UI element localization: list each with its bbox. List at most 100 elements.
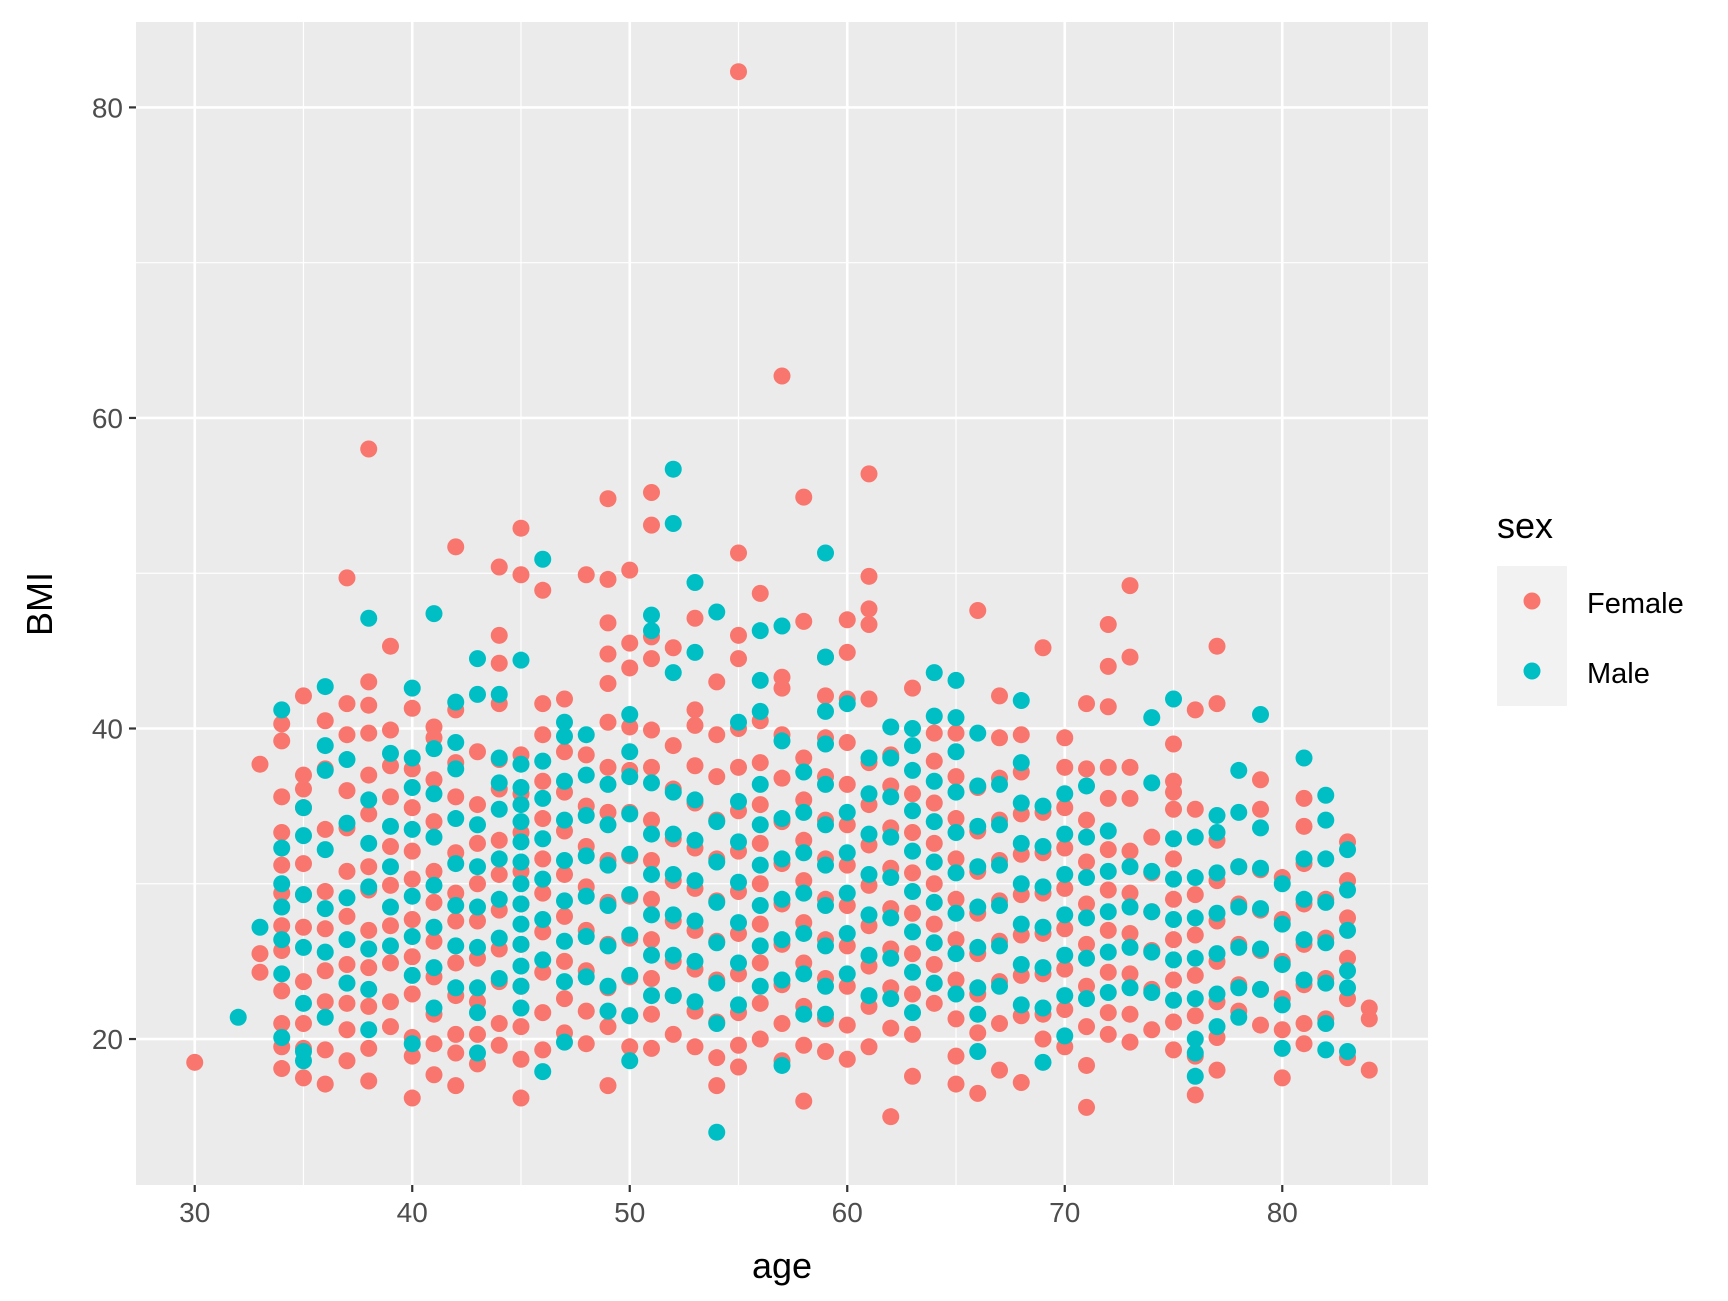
point-male (316, 841, 334, 859)
point-female (729, 544, 747, 562)
point-male (729, 954, 747, 972)
point-female (1252, 1016, 1270, 1034)
point-male (273, 875, 291, 893)
point-male (621, 1052, 639, 1070)
point-male (490, 969, 508, 987)
point-female (490, 1015, 508, 1033)
point-male (664, 946, 682, 964)
point-male (882, 749, 900, 767)
point-female (991, 1015, 1009, 1033)
point-female (447, 788, 465, 806)
point-female (1208, 695, 1226, 713)
point-female (360, 673, 378, 691)
point-male (1273, 915, 1291, 933)
point-male (1034, 878, 1052, 896)
x-tick-label: 50 (614, 1197, 645, 1228)
point-male (621, 926, 639, 944)
point-female (1056, 960, 1074, 978)
axes: 30 40 50 60 70 80 20 40 60 80 (92, 92, 1298, 1228)
point-female (1056, 729, 1074, 747)
point-female (642, 851, 660, 869)
point-male (860, 987, 878, 1005)
point-female (273, 1060, 291, 1078)
point-male (1208, 985, 1226, 1003)
y-axis-title: BMI (19, 572, 60, 636)
point-female (468, 834, 486, 852)
point-female (1143, 828, 1161, 846)
point-female (316, 712, 334, 730)
point-female (490, 558, 508, 576)
point-female (403, 985, 421, 1003)
point-female (599, 674, 617, 692)
point-male (316, 943, 334, 961)
x-tick-label: 60 (832, 1197, 863, 1228)
point-male (686, 831, 704, 849)
point-male (273, 898, 291, 916)
point-male (882, 788, 900, 806)
legend-key-female (1523, 592, 1541, 610)
point-male (425, 876, 443, 894)
point-female (773, 367, 791, 385)
point-male (425, 999, 443, 1017)
point-male (1186, 990, 1204, 1008)
point-male (1317, 974, 1335, 992)
point-male (490, 929, 508, 947)
point-male (1099, 822, 1117, 840)
point-male (729, 792, 747, 810)
point-male (490, 850, 508, 868)
point-male (1273, 956, 1291, 974)
point-female (729, 1036, 747, 1054)
point-female (1186, 1086, 1204, 1104)
point-male (642, 865, 660, 883)
point-female (338, 1052, 356, 1070)
legend-label-female: Female (1587, 588, 1684, 620)
point-female (1099, 615, 1117, 633)
point-female (447, 884, 465, 902)
point-female (360, 1039, 378, 1057)
point-female (534, 923, 552, 941)
point-female (838, 816, 856, 834)
point-male (621, 706, 639, 724)
point-female (1034, 639, 1052, 657)
point-male (817, 897, 835, 915)
point-female (403, 948, 421, 966)
point-male (795, 1005, 813, 1023)
point-male (1230, 1008, 1248, 1026)
point-male (534, 830, 552, 848)
point-male (708, 1123, 726, 1141)
point-female (773, 679, 791, 697)
point-male (795, 965, 813, 983)
point-female (1012, 726, 1030, 744)
point-female (947, 931, 965, 949)
point-male (686, 872, 704, 890)
point-female (534, 726, 552, 744)
point-male (838, 803, 856, 821)
point-female (1078, 977, 1096, 995)
point-male (381, 744, 399, 762)
x-tick-label: 80 (1267, 1197, 1298, 1228)
point-female (403, 842, 421, 860)
point-male (817, 648, 835, 666)
point-female (403, 799, 421, 817)
point-female (1056, 920, 1074, 938)
point-male (708, 893, 726, 911)
point-female (1099, 789, 1117, 807)
point-female (729, 758, 747, 776)
point-male (273, 701, 291, 719)
point-female (1252, 771, 1270, 789)
point-female (642, 890, 660, 908)
point-male (925, 934, 943, 952)
point-male (729, 996, 747, 1014)
point-female (925, 834, 943, 852)
point-female (447, 1077, 465, 1095)
point-female (534, 695, 552, 713)
point-male (512, 957, 530, 975)
point-male (468, 816, 486, 834)
point-male (447, 733, 465, 751)
point-female (708, 1077, 726, 1095)
point-male (664, 783, 682, 801)
point-female (468, 912, 486, 930)
point-male (447, 897, 465, 915)
point-female (621, 718, 639, 736)
point-female (686, 1038, 704, 1056)
